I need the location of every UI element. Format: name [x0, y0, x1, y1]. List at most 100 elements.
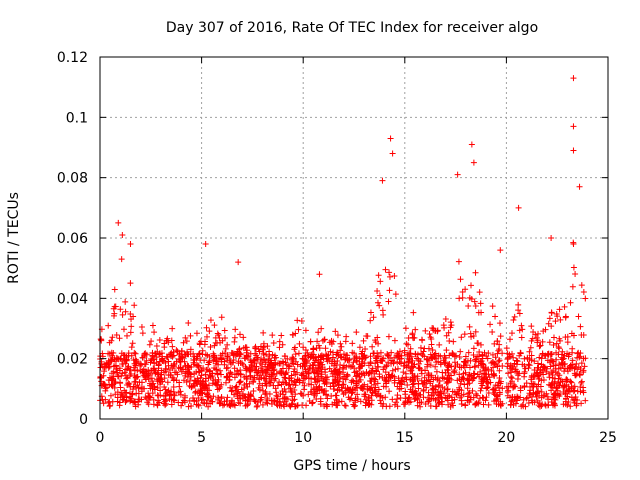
data-point: [262, 370, 269, 377]
data-point: [410, 363, 417, 370]
data-point: [373, 368, 380, 375]
data-point: [451, 367, 458, 374]
data-point: [335, 381, 342, 388]
data-point: [391, 337, 398, 344]
data-point: [508, 364, 515, 371]
data-point: [257, 359, 264, 366]
data-point: [375, 272, 382, 279]
data-point: [211, 322, 218, 329]
data-point: [459, 375, 466, 382]
data-point: [142, 350, 149, 357]
data-point: [337, 340, 344, 347]
data-point: [462, 401, 469, 408]
data-point: [224, 373, 231, 380]
data-point: [415, 360, 422, 367]
data-point: [567, 378, 574, 385]
data-point: [540, 377, 547, 384]
data-point: [570, 147, 577, 154]
data-point: [385, 298, 392, 305]
data-point: [104, 361, 111, 368]
data-point: [106, 403, 113, 410]
data-point: [562, 334, 569, 341]
data-point: [402, 401, 409, 408]
data-point: [116, 379, 123, 386]
data-point: [161, 369, 168, 376]
data-point: [581, 363, 588, 370]
data-point: [197, 374, 204, 381]
data-point: [562, 390, 569, 397]
data-point: [328, 392, 335, 399]
data-point: [236, 379, 243, 386]
data-point: [267, 362, 274, 369]
data-point: [407, 367, 414, 374]
data-point: [114, 369, 121, 376]
data-point: [191, 397, 198, 404]
data-point: [441, 360, 448, 367]
data-point: [409, 384, 416, 391]
data-point: [578, 360, 585, 367]
data-point: [163, 353, 170, 360]
data-point: [122, 398, 129, 405]
data-point: [277, 360, 284, 367]
data-point: [330, 368, 337, 375]
data-point: [477, 300, 484, 307]
data-point: [226, 370, 233, 377]
data-point: [206, 367, 213, 374]
data-point: [495, 358, 502, 365]
data-point: [556, 382, 563, 389]
data-point: [147, 382, 154, 389]
data-point: [141, 350, 148, 357]
y-tick-label: 0.06: [57, 231, 88, 247]
data-point: [440, 390, 447, 397]
data-point: [111, 356, 118, 363]
data-point: [168, 362, 175, 369]
data-point: [199, 347, 206, 354]
data-point: [118, 256, 125, 263]
data-point: [567, 363, 574, 370]
data-point: [387, 135, 394, 142]
data-point: [517, 349, 524, 356]
data-point: [504, 356, 511, 363]
data-point: [567, 299, 574, 306]
data-point: [569, 357, 576, 364]
data-point: [111, 286, 118, 293]
data-point: [507, 380, 514, 387]
data-point: [465, 377, 472, 384]
data-point: [524, 394, 531, 401]
data-point: [182, 334, 189, 341]
data-point: [454, 388, 461, 395]
data-point: [331, 385, 338, 392]
data-points: [97, 75, 589, 410]
data-point: [475, 309, 482, 316]
data-point: [496, 320, 503, 327]
data-point: [541, 352, 548, 359]
data-point: [555, 344, 562, 351]
data-point: [313, 395, 320, 402]
data-point: [417, 344, 424, 351]
data-point: [537, 342, 544, 349]
data-point: [322, 345, 329, 352]
data-point: [340, 351, 347, 358]
data-point: [468, 282, 474, 289]
data-point: [496, 357, 503, 364]
data-point: [359, 385, 366, 392]
data-point: [98, 378, 105, 385]
data-point: [568, 385, 575, 392]
data-point: [346, 362, 353, 369]
data-point: [187, 373, 194, 380]
data-point: [120, 326, 127, 333]
data-point: [292, 403, 299, 410]
data-point: [367, 386, 374, 393]
data-point: [193, 330, 200, 337]
data-point: [321, 336, 328, 343]
data-point: [497, 247, 504, 254]
data-point: [154, 402, 161, 409]
data-point: [375, 363, 382, 370]
data-point: [266, 352, 273, 359]
data-point: [148, 338, 155, 345]
data-point: [430, 390, 437, 397]
data-point: [224, 401, 231, 408]
data-point: [270, 382, 277, 389]
data-point: [318, 371, 325, 378]
data-point: [147, 359, 154, 366]
